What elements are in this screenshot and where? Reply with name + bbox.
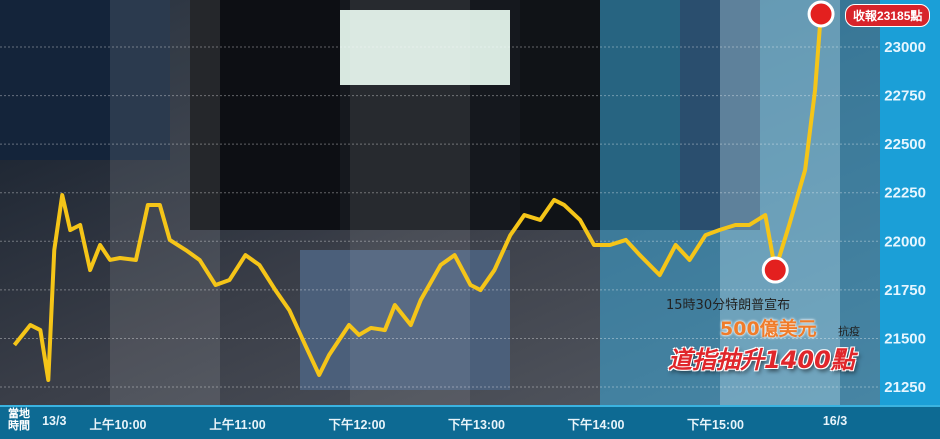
data-point xyxy=(304,344,307,347)
data-point xyxy=(804,168,807,171)
data-point xyxy=(29,324,32,327)
data-point xyxy=(47,379,50,382)
x-tick-label: 下午15:00 xyxy=(687,418,744,432)
data-point xyxy=(109,258,112,261)
data-point xyxy=(69,229,72,232)
annotation-headline: 道指抽升1400點 xyxy=(668,346,855,374)
data-point xyxy=(539,218,542,221)
data-point xyxy=(369,326,372,329)
data-point xyxy=(134,258,137,261)
data-point xyxy=(61,194,64,197)
data-point xyxy=(338,339,341,342)
data-point xyxy=(99,243,102,246)
data-point xyxy=(383,329,386,332)
series-line xyxy=(12,10,824,383)
data-point xyxy=(734,223,737,226)
data-point xyxy=(79,223,82,226)
data-point xyxy=(624,238,627,241)
data-point xyxy=(748,223,751,226)
data-point xyxy=(509,234,512,237)
data-point xyxy=(479,289,482,292)
data-point xyxy=(318,373,321,376)
x-tick-label: 下午13:00 xyxy=(448,418,505,432)
y-tick-label: 23000 xyxy=(884,39,926,56)
data-point xyxy=(146,203,149,206)
data-point xyxy=(393,304,396,307)
x-tick-label: 下午14:00 xyxy=(567,418,625,432)
data-point xyxy=(608,243,611,246)
data-point xyxy=(53,249,56,252)
data-point xyxy=(214,284,217,287)
data-point xyxy=(439,264,442,267)
data-point xyxy=(638,254,641,257)
data-point xyxy=(523,214,526,217)
data-point xyxy=(469,284,472,287)
data-point xyxy=(704,234,707,237)
data-point xyxy=(493,269,496,272)
x-axis-bar xyxy=(0,405,940,439)
x-axis-title: 當地時間 xyxy=(8,407,30,432)
data-point xyxy=(274,289,277,292)
y-tick-label: 22000 xyxy=(884,233,926,250)
data-point xyxy=(328,353,331,356)
data-point xyxy=(348,324,351,327)
data-point xyxy=(118,257,121,260)
data-point xyxy=(168,238,171,241)
x-tick-label: 16/3 xyxy=(822,414,848,428)
data-point xyxy=(553,198,556,201)
y-tick-label: 21750 xyxy=(884,282,926,299)
data-point xyxy=(13,344,16,347)
data-point xyxy=(764,214,767,217)
data-point xyxy=(198,258,201,261)
y-tick-label: 21250 xyxy=(884,379,926,396)
annotation-amount: 500億美元 xyxy=(720,318,817,340)
annotation-announcement: 15時30分特朗普宣布 xyxy=(666,298,791,313)
annotation-amount-suffix: 抗疫 xyxy=(838,325,860,338)
highlight-marker xyxy=(761,256,789,284)
data-point xyxy=(688,258,691,261)
data-point xyxy=(814,88,817,91)
closing-label: 收報23185點 xyxy=(845,4,931,27)
data-point xyxy=(563,203,566,206)
data-point xyxy=(674,243,677,246)
y-tick-label: 22250 xyxy=(884,185,926,202)
data-point xyxy=(89,269,92,272)
data-point xyxy=(409,324,412,327)
data-point xyxy=(419,298,422,301)
data-point xyxy=(288,309,291,312)
x-tick-label: 13/3 xyxy=(42,414,67,428)
data-point xyxy=(184,249,187,252)
data-point xyxy=(658,274,661,277)
data-point xyxy=(158,203,161,206)
data-point xyxy=(357,333,360,336)
highlight-marker xyxy=(807,0,835,28)
data-point xyxy=(579,218,582,221)
y-tick-label: 22500 xyxy=(884,136,926,153)
data-point xyxy=(453,254,456,257)
data-point xyxy=(228,278,231,281)
data-point xyxy=(258,264,261,267)
y-tick-label: 22750 xyxy=(884,88,926,105)
background-photo xyxy=(0,0,940,405)
data-point xyxy=(244,254,247,257)
data-point xyxy=(39,329,42,332)
data-point xyxy=(788,223,791,226)
data-point xyxy=(593,243,596,246)
x-tick-label: 上午11:00 xyxy=(209,418,266,432)
data-point xyxy=(718,229,721,232)
x-tick-label: 下午12:00 xyxy=(328,418,386,432)
y-tick-label: 21500 xyxy=(884,330,926,347)
x-tick-label: 上午10:00 xyxy=(89,418,147,432)
